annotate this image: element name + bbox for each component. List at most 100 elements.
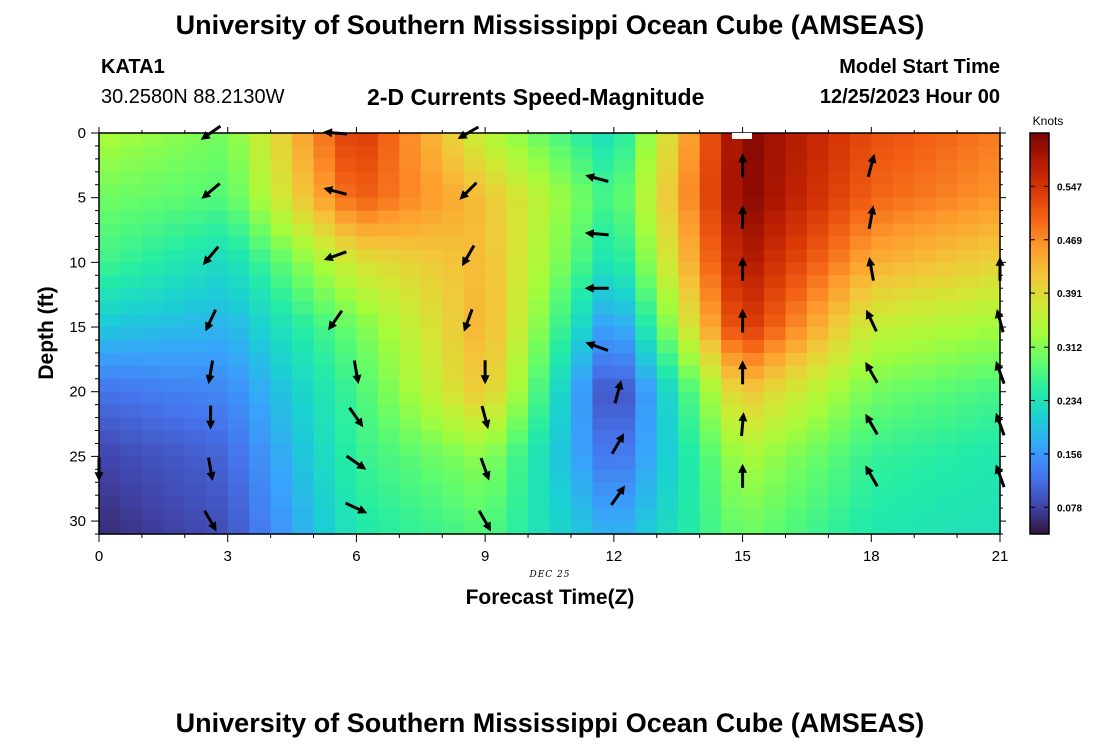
- heatmap-cell: [463, 301, 486, 315]
- current-arrow: [738, 153, 748, 178]
- current-arrow: [738, 412, 748, 437]
- heatmap-cell: [764, 482, 787, 496]
- heatmap-cell: [957, 495, 980, 509]
- heatmap-cell: [249, 495, 272, 509]
- heatmap-cell: [227, 495, 250, 509]
- heatmap-cell: [528, 391, 551, 406]
- heatmap-cell: [935, 197, 958, 212]
- heatmap-cell: [957, 223, 980, 238]
- heatmap-cell: [656, 482, 679, 496]
- heatmap-cell: [334, 365, 358, 380]
- heatmap-cell: [699, 495, 722, 509]
- heatmap-cell: [356, 391, 379, 406]
- heatmap-cell: [806, 456, 829, 470]
- heatmap-cell: [978, 456, 1001, 470]
- heatmap-cell: [206, 327, 229, 341]
- heatmap-cell: [785, 301, 808, 315]
- heatmap-cell: [613, 236, 636, 251]
- heatmap-cell: [420, 145, 443, 160]
- heatmap-cell: [420, 327, 443, 341]
- heatmap-cell: [957, 133, 980, 147]
- heatmap-cell: [270, 495, 293, 509]
- heatmap-cell: [849, 443, 872, 457]
- heatmap-cell: [528, 301, 551, 315]
- heatmap-cell: [978, 184, 1001, 199]
- heatmap-cell: [184, 378, 207, 393]
- heatmap-cell: [721, 262, 744, 276]
- heatmap-cell: [978, 430, 1001, 445]
- heatmap-cell: [249, 301, 272, 315]
- heatmap-cell: [549, 275, 572, 289]
- heatmap-cell: [377, 327, 400, 341]
- heatmap-cell: [742, 495, 765, 509]
- heatmap-cell: [506, 184, 529, 199]
- heatmap-cell: [828, 314, 851, 328]
- heatmap-cell: [978, 508, 1001, 522]
- current-arrow: [994, 464, 1006, 488]
- heatmap-cell: [892, 443, 915, 457]
- heatmap-cell: [399, 301, 422, 315]
- heatmap-cell: [678, 443, 701, 457]
- heatmap-cell: [377, 378, 400, 393]
- heatmap-cell: [785, 133, 808, 147]
- heatmap-cell: [334, 301, 358, 315]
- heatmap-cell: [163, 288, 186, 302]
- heatmap-cell: [742, 430, 765, 445]
- heatmap-cell: [635, 430, 658, 445]
- heatmap-cell: [978, 378, 1001, 393]
- heatmap-cell: [613, 301, 636, 315]
- current-arrow: [584, 283, 609, 293]
- heatmap-cell: [764, 275, 787, 289]
- heatmap-cell: [935, 391, 958, 406]
- heatmap-cell: [206, 145, 229, 160]
- heatmap-cell: [485, 301, 508, 315]
- heatmap-cell: [570, 133, 593, 147]
- heatmap-cell: [313, 430, 336, 445]
- heatmap-cell: [978, 495, 1001, 509]
- heatmap-cell: [227, 145, 250, 160]
- heatmap-cell: [485, 352, 508, 367]
- heatmap-cell: [613, 443, 636, 457]
- heatmap-cell: [120, 327, 143, 341]
- heatmap-cell: [184, 171, 207, 186]
- heatmap-cell: [914, 378, 937, 393]
- heatmap-cell: [978, 133, 1001, 147]
- heatmap-cell: [785, 236, 808, 251]
- heatmap-cell: [978, 275, 1001, 289]
- heatmap-cell: [334, 262, 358, 276]
- heatmap-cell: [506, 197, 529, 212]
- heatmap-cell: [678, 456, 701, 470]
- heatmap-cell: [120, 223, 143, 238]
- heatmap-cell: [463, 469, 486, 483]
- heatmap-cell: [270, 288, 293, 302]
- heatmap-cell: [678, 223, 701, 238]
- heatmap-cell: [742, 288, 765, 302]
- heatmap-cell: [678, 314, 701, 328]
- heatmap-cell: [227, 456, 250, 470]
- heatmap-cell: [184, 327, 207, 341]
- heatmap-cell: [356, 158, 379, 173]
- heatmap-cell: [206, 133, 229, 147]
- heatmap-cell: [442, 495, 465, 509]
- heatmap-cell: [742, 391, 765, 406]
- heatmap-cell: [785, 456, 808, 470]
- heatmap-cell: [442, 482, 465, 496]
- heatmap-cell: [742, 171, 765, 186]
- heatmap-cell: [978, 210, 1001, 225]
- heatmap-cell: [635, 404, 658, 419]
- heatmap-cell: [849, 236, 872, 251]
- heatmap-cell: [914, 417, 937, 432]
- heatmap-cell: [978, 404, 1001, 419]
- heatmap-cell: [270, 275, 293, 289]
- heatmap-cell: [785, 378, 808, 393]
- current-arrow: [610, 433, 625, 455]
- heatmap-cell: [334, 145, 358, 160]
- heatmap-cell: [957, 184, 980, 199]
- heatmap-cell: [699, 521, 722, 535]
- current-arrow: [345, 454, 367, 470]
- heatmap-cell: [485, 158, 508, 173]
- heatmap-cell: [99, 456, 122, 470]
- heatmap-cell: [871, 339, 894, 354]
- heatmap-cell: [270, 521, 293, 535]
- x-tick-label: 15: [734, 548, 751, 565]
